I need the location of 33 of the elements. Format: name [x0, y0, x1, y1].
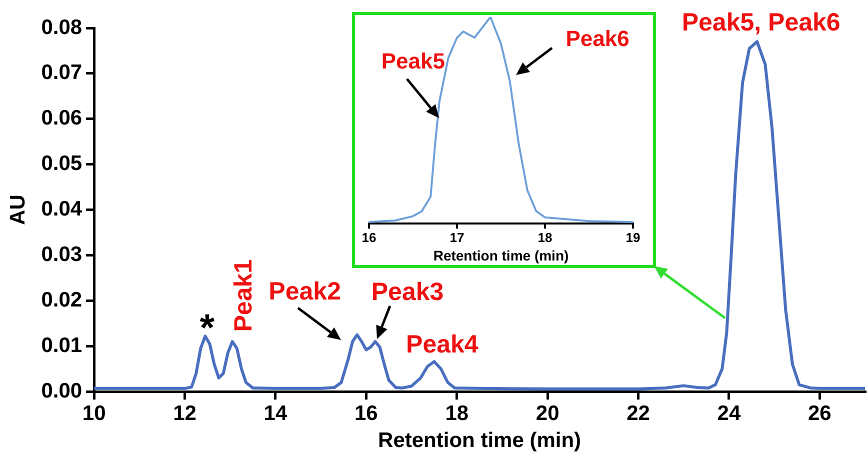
- x-axis-title: Retention time (min): [378, 429, 582, 452]
- y-tick-label: 0.02: [41, 288, 82, 312]
- x-tick-label: 20: [536, 402, 560, 425]
- x-tick-label: 16: [354, 402, 378, 425]
- y-tick-label: 0.06: [41, 106, 82, 130]
- y-tick-label: 0.05: [41, 152, 82, 176]
- annotation: Peak5: [381, 48, 445, 74]
- x-tick-label: 19: [626, 230, 640, 245]
- y-axis-title: AU: [6, 194, 30, 225]
- annotation: Peak1: [229, 259, 258, 332]
- x-axis-title: Retention time (min): [433, 247, 569, 264]
- y-tick-label: 0.08: [41, 16, 82, 39]
- x-tick-label: 14: [264, 402, 288, 425]
- x-tick-label: 24: [717, 402, 741, 425]
- annotation: Peak2: [268, 277, 341, 306]
- x-tick-label: 18: [445, 402, 469, 425]
- y-tick-label: 0.01: [41, 334, 82, 357]
- x-tick-label: 26: [808, 402, 832, 425]
- annotation: Peak3: [371, 278, 444, 306]
- y-tick-label: 0.07: [41, 61, 82, 84]
- annotation: Peak4: [406, 330, 478, 358]
- y-tick-label: 0.03: [41, 243, 82, 266]
- x-tick-label: 12: [173, 402, 196, 425]
- annotation: Peak5, Peak6: [682, 8, 840, 37]
- x-tick-label: 22: [626, 402, 650, 425]
- annotation: Peak6: [566, 26, 630, 52]
- x-tick-label: 16: [362, 230, 376, 245]
- x-tick-label: 17: [450, 230, 464, 245]
- annotation: *: [200, 308, 215, 350]
- x-tick-label: 18: [538, 230, 552, 245]
- x-tick-label: 10: [82, 402, 106, 425]
- y-tick-label: 0.04: [41, 198, 82, 221]
- y-tick-label: 0.00: [41, 379, 82, 402]
